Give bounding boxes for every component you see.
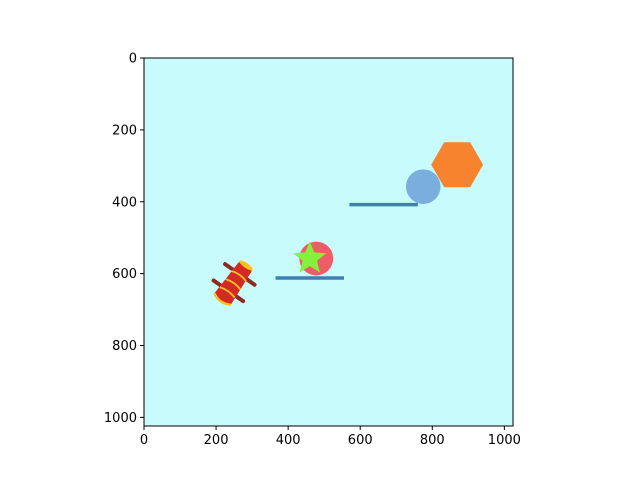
green-star[interactable] xyxy=(293,241,327,273)
cannon-back-cap xyxy=(213,292,231,306)
cannon-ring xyxy=(231,270,247,282)
cannon-ring xyxy=(219,286,236,299)
y-tick-label: 200 xyxy=(112,123,137,138)
orange-hexagon[interactable] xyxy=(431,142,484,188)
y-tick-label: 400 xyxy=(112,195,137,210)
plot-frame xyxy=(143,57,514,427)
x-tick-label: 200 xyxy=(204,433,229,448)
x-tick-label: 400 xyxy=(276,433,301,448)
cannon-muzzle xyxy=(239,260,253,271)
x-axis: 0 200 400 600 800 1000 xyxy=(140,426,521,448)
y-axis: 0 200 400 600 800 1000 xyxy=(104,52,144,426)
y-tick-label: 600 xyxy=(112,267,137,282)
plot-area[interactable] xyxy=(144,58,513,426)
y-tick-label: 0 xyxy=(129,52,137,67)
cannon-ring xyxy=(225,278,242,290)
x-tick-label: 1000 xyxy=(488,433,521,448)
x-tick-label: 0 xyxy=(140,433,148,448)
cannon-icon[interactable] xyxy=(206,253,262,312)
blue-ball[interactable] xyxy=(405,169,441,204)
y-tick-label: 800 xyxy=(112,339,137,354)
x-tick-label: 800 xyxy=(420,433,445,448)
x-tick-label: 600 xyxy=(348,433,373,448)
game-scene xyxy=(206,142,484,312)
y-tick-label: 1000 xyxy=(104,411,137,426)
